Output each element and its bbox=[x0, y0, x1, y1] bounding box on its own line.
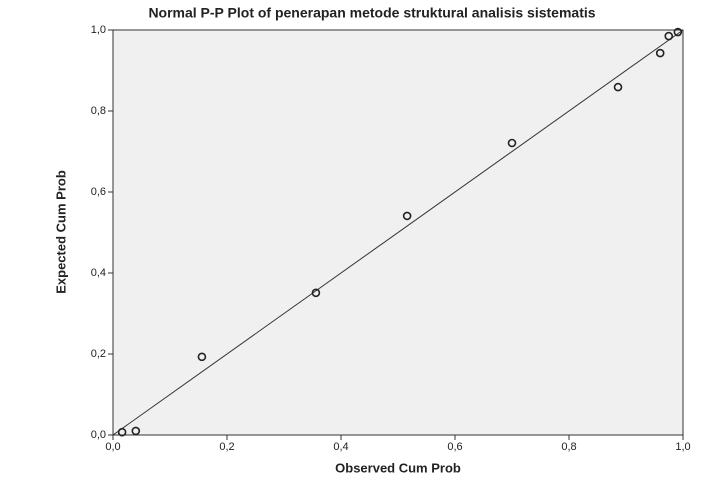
y-tick-label: 1,0 bbox=[91, 24, 106, 36]
y-tick-label: 0,0 bbox=[91, 429, 106, 441]
chart: Normal P-P Plot of penerapan metode stru… bbox=[0, 0, 716, 479]
y-tick-label: 0,6 bbox=[91, 186, 106, 198]
x-tick-label: 1,0 bbox=[675, 441, 690, 453]
y-tick-label: 0,8 bbox=[91, 105, 106, 117]
chart-title: Normal P-P Plot of penerapan metode stru… bbox=[148, 5, 595, 21]
x-tick-label: 0,8 bbox=[561, 441, 576, 453]
x-tick-label: 0,6 bbox=[447, 441, 462, 453]
x-tick-label: 0,2 bbox=[219, 441, 234, 453]
x-tick-label: 0,4 bbox=[333, 441, 348, 453]
y-axis-label: Expected Cum Prob bbox=[53, 170, 68, 294]
x-axis-label: Observed Cum Prob bbox=[335, 460, 461, 475]
y-tick-label: 0,4 bbox=[91, 267, 106, 279]
x-tick-label: 0,0 bbox=[105, 441, 120, 453]
y-tick-label: 0,2 bbox=[91, 348, 106, 360]
